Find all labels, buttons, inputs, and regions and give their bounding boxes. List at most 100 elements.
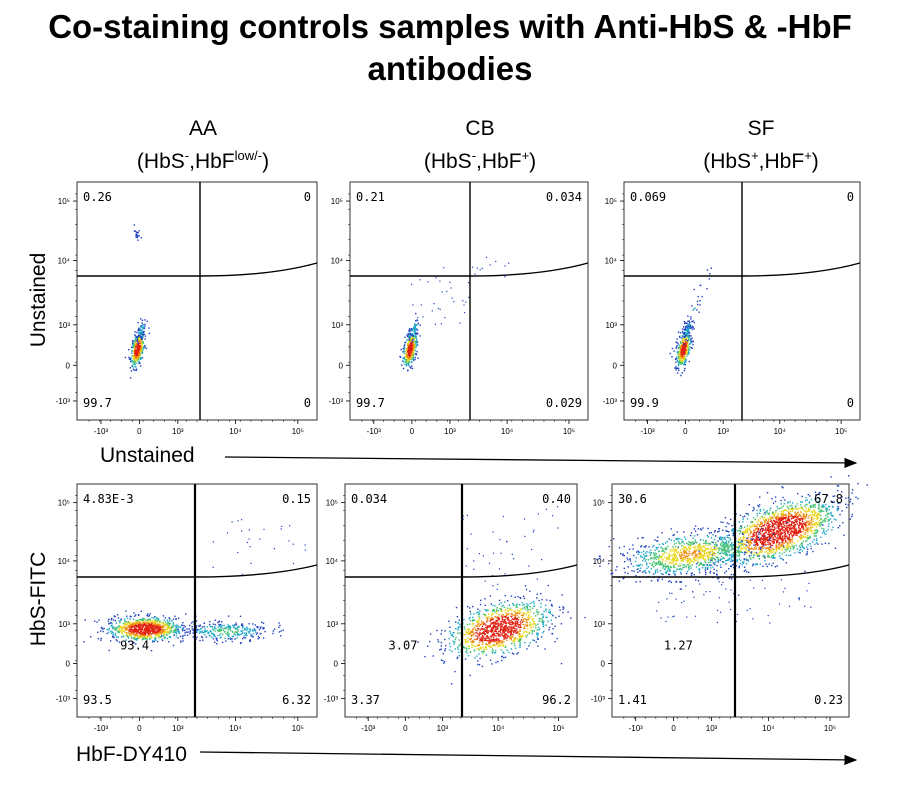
top-row-x-label: Unstained [100,444,195,467]
x-tick-label: -10³ [94,427,109,436]
quadrant-value-lower-left: 99.9 [630,396,659,410]
y-tick-label: 10⁴ [326,557,339,566]
chart-title: Co-staining controls samples with Anti-H… [0,6,900,90]
plot-frame [76,483,318,718]
y-tick-label: 0 [334,659,339,668]
x-tick-label: 10⁴ [229,427,242,436]
gate-horizontal [350,262,589,277]
quadrant-value-lower-left: 3.37 [351,693,380,707]
x-tick-label: 0 [410,427,415,436]
x-tick-label: 10³ [437,724,449,733]
quadrant-value-lower-right: 0.029 [546,396,582,410]
quadrant-value-upper-right: 0 [304,190,311,204]
y-tick-label: -10³ [56,694,71,703]
plot-frame [349,181,589,421]
x-tick-label: 10³ [717,427,729,436]
quadrant-value-upper-left: 0.26 [83,190,112,204]
flow-plot-aa-stained: -10³ 0 10³ 10⁴ 10⁵ 10⁵ 10⁴ 10³ 0 -10³ 4.83E-3 0.15 9… [56,483,318,733]
x-tick-label: 10⁴ [774,427,787,436]
gate-horizontal [624,262,861,277]
x-tick-label: -10³ [94,724,109,733]
quadrant-value-lower-left: 99.7 [356,396,385,410]
quadrant-value-lower-right: 6.32 [282,693,311,707]
gate-horizontal [345,564,578,578]
y-tick-label: -10³ [56,397,71,406]
x-tick-label: 10⁴ [229,724,242,733]
plot-frame [76,181,318,421]
y-tick-label: 10³ [58,620,70,629]
y-tick-label: 0 [339,361,344,370]
x-tick-label: 10³ [706,724,718,733]
column-subtitle: (HbS+,HbF+) [703,148,819,173]
y-tick-label: 10³ [605,321,617,330]
x-tick-label: 10⁴ [492,724,505,733]
y-tick-label: -10³ [603,397,618,406]
y-tick-label: 10⁴ [331,257,344,266]
column-subtitle: (HbS-,HbFlow/-) [136,148,270,173]
quadrant-value-upper-right: 0 [847,190,854,204]
y-tick-label: 0 [613,361,618,370]
column-name: SF [747,117,775,140]
y-tick-label: 10⁴ [58,257,71,266]
x-tick-label: 10⁴ [762,724,775,733]
y-tick-label: 10³ [326,620,338,629]
quadrant-value-upper-right: 0.034 [546,190,582,204]
x-tick-label: 10³ [444,427,456,436]
quadrant-value-lower-left: 93.5 [83,693,112,707]
y-tick-label: 10⁵ [326,499,338,508]
bottom-x-arrow [199,751,858,766]
x-tick-label: 0 [671,724,676,733]
column-subtitle: (HbS-,HbF+) [423,148,537,173]
population-label: 93.4 [120,638,149,652]
x-tick-label: 10⁵ [292,724,304,733]
density-points [596,475,868,624]
y-tick-label: 10⁵ [605,197,617,206]
y-tick-label: 0 [66,361,71,370]
y-tick-label: 10⁵ [58,499,70,508]
quadrant-value-upper-right: 0.40 [542,492,571,506]
y-tick-label: -10³ [329,397,344,406]
quadrant-value-lower-right: 0 [847,396,854,410]
x-tick-label: -10³ [640,427,655,436]
x-tick-label: 10⁴ [501,427,514,436]
y-tick-label: 10³ [593,620,605,629]
x-tick-label: 0 [137,427,142,436]
x-tick-label: 10⁵ [552,724,564,733]
x-tick-label: 0 [683,427,688,436]
y-tick-label: -10³ [591,694,606,703]
quadrant-value-lower-right: 0 [304,396,311,410]
y-tick-label: 10³ [58,321,70,330]
quadrant-value-upper-left: 0.21 [356,190,385,204]
density-points [124,224,150,379]
y-tick-label: 10³ [331,321,343,330]
quadrant-value-upper-left: 0.034 [351,492,387,506]
column-name: CB [465,117,495,140]
x-tick-label: 0 [403,724,408,733]
population-label: 1.27 [664,638,693,652]
bottom-row-x-label: HbF-DY410 [76,743,187,766]
gate-horizontal [612,564,850,578]
x-tick-label: 10⁵ [563,427,575,436]
column-header-sf: SF (HbS+,HbF+) [631,115,891,175]
flow-plot-sf-unstained: -10³ 0 10³ 10⁴ 10⁵ 10⁵ 10⁴ 10³ 0 -10³ 0.069 0 99.9 0 [603,181,861,436]
y-tick-label: 10⁴ [593,557,606,566]
y-tick-label: 10⁵ [58,197,70,206]
flow-plot-cb-stained: -10³ 0 10³ 10⁴ 10⁵ 10⁵ 10⁴ 10³ 0 -10³ 0.034 0.40 3.3… [324,483,586,733]
density-points [399,256,514,372]
y-tick-label: -10³ [324,694,339,703]
y-tick-label: 10⁵ [593,499,605,508]
y-tick-label: 0 [66,659,71,668]
quadrant-value-lower-right: 96.2 [542,693,571,707]
flow-plot-aa-unstained: -10³ 0 10³ 10⁴ 10⁵ 10⁵ 10⁴ 10³ 0 -10³ 0.26 0 99.7 0 [56,181,318,436]
gate-horizontal [77,564,318,578]
y-tick-label: 10⁴ [58,557,71,566]
quadrant-value-upper-right: 67.8 [814,492,843,506]
quadrant-value-upper-left: 0.069 [630,190,666,204]
x-tick-label: 10³ [172,427,184,436]
y-tick-label: 10⁴ [605,257,618,266]
quadrant-value-lower-left: 1.41 [618,693,647,707]
x-tick-label: -10³ [629,724,644,733]
x-tick-label: -10³ [367,427,382,436]
x-tick-label: 10⁵ [292,427,304,436]
flow-plot-cb-unstained: -10³ 0 10³ 10⁴ 10⁵ 10⁵ 10⁴ 10³ 0 -10³ 0.21 0.034 99.… [329,181,589,436]
